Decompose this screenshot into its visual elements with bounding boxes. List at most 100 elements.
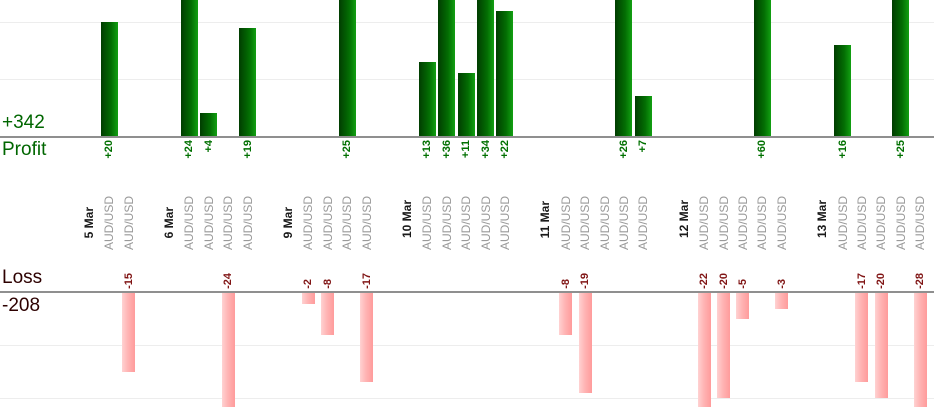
- profit-value-label: +19: [241, 140, 254, 159]
- instrument-label: AUD/USD: [439, 195, 454, 250]
- loss-value-label: -20: [717, 273, 730, 289]
- loss-axis-title: Loss: [2, 267, 43, 288]
- instrument-label: AUD/USD: [697, 195, 712, 250]
- date-label: 10 Mar: [399, 199, 414, 238]
- loss-value-label: -20: [875, 273, 888, 289]
- date-label: 11 Mar: [538, 200, 553, 238]
- loss-bar: [559, 293, 573, 335]
- profit-value-label: +4: [202, 140, 215, 153]
- profit-axis-title: Profit: [2, 139, 47, 160]
- profit-bar: [239, 27, 256, 136]
- profit-bar: [457, 73, 475, 136]
- instrument-label: AUD/USD: [240, 195, 255, 250]
- gridline-loss-20: [0, 398, 934, 399]
- instrument-label: AUD/USD: [597, 195, 612, 250]
- profit-bar: [438, 0, 456, 136]
- date-label: 13 Mar: [815, 199, 830, 238]
- date-label: 9 Mar: [280, 206, 295, 238]
- instrument-label: AUD/USD: [340, 195, 355, 250]
- profit-bar: [100, 22, 118, 136]
- instrument-label: AUD/USD: [478, 195, 493, 250]
- profit-total-label: +342: [2, 112, 45, 133]
- loss-bar: [221, 293, 235, 407]
- instrument-label: AUD/USD: [755, 195, 770, 250]
- profit-value-label: +7: [637, 140, 650, 153]
- loss-bar: [697, 293, 711, 407]
- loss-total-label: -208: [2, 295, 41, 316]
- profit-bar: [477, 0, 494, 136]
- loss-value-label: -28: [914, 273, 927, 289]
- profit-bar: [418, 61, 436, 136]
- instrument-label: AUD/USD: [121, 195, 136, 250]
- instrument-label: AUD/USD: [182, 195, 197, 250]
- instrument-label: AUD/USD: [854, 195, 869, 250]
- gridline-profit-20: [0, 22, 934, 23]
- instrument-label: AUD/USD: [835, 195, 850, 250]
- loss-value-label: -15: [122, 273, 135, 289]
- profit-value-label: +22: [498, 140, 511, 159]
- profit-value-label: +16: [836, 140, 849, 159]
- profit-bar: [753, 0, 771, 136]
- loss-value-label: -2: [302, 279, 315, 289]
- loss-bar: [855, 293, 869, 383]
- profit-value-label: +26: [617, 140, 630, 159]
- loss-bar: [360, 293, 373, 383]
- instrument-label: AUD/USD: [558, 195, 573, 250]
- instrument-label: AUD/USD: [893, 195, 908, 250]
- profit-value-label: +20: [103, 140, 116, 159]
- loss-bar: [913, 293, 927, 407]
- loss-value-label: -8: [559, 279, 572, 289]
- loss-value-label: -3: [775, 279, 788, 289]
- profit-bar: [892, 0, 910, 136]
- instrument-label: AUD/USD: [301, 195, 316, 250]
- instrument-label: AUD/USD: [497, 195, 512, 250]
- instrument-label: AUD/USD: [716, 195, 731, 250]
- loss-value-label: -17: [855, 273, 868, 289]
- profit-value-label: +36: [440, 140, 453, 159]
- loss-value-label: -5: [736, 279, 749, 289]
- loss-bar: [717, 293, 730, 398]
- instrument-label: AUD/USD: [359, 195, 374, 250]
- profit-value-label: +25: [894, 140, 907, 159]
- date-label: 6 Mar: [161, 206, 176, 238]
- loss-bar: [578, 293, 592, 393]
- profit-axis-line: [0, 136, 934, 138]
- profit-value-label: +34: [479, 140, 492, 159]
- loss-bar: [122, 293, 135, 372]
- loss-bar: [874, 293, 888, 398]
- profit-value-label: +11: [460, 140, 473, 159]
- loss-bar: [301, 293, 315, 304]
- instrument-label: AUD/USD: [578, 195, 593, 250]
- instrument-label: AUD/USD: [636, 195, 651, 250]
- instrument-label: AUD/USD: [221, 195, 236, 250]
- profit-value-label: +24: [183, 140, 196, 159]
- instrument-label: AUD/USD: [616, 195, 631, 250]
- profit-bar: [200, 113, 218, 136]
- profit-bar: [615, 0, 633, 136]
- instrument-label: AUD/USD: [420, 195, 435, 250]
- date-label: 5 Mar: [81, 206, 96, 238]
- profit-bar: [634, 96, 652, 136]
- loss-bar: [321, 293, 335, 335]
- profit-value-label: +60: [756, 140, 769, 159]
- profit-bar: [180, 0, 198, 136]
- instrument-label: AUD/USD: [459, 195, 474, 250]
- profit-bar: [496, 10, 514, 136]
- loss-value-label: -8: [321, 279, 334, 289]
- instrument-label: AUD/USD: [913, 195, 928, 250]
- profit-bar: [834, 44, 851, 136]
- loss-axis-line: [0, 291, 934, 293]
- loss-value-label: -19: [579, 273, 592, 289]
- instrument-label: AUD/USD: [102, 195, 117, 250]
- loss-value-label: -17: [360, 273, 373, 289]
- instrument-label: AUD/USD: [320, 195, 335, 250]
- loss-bar: [775, 293, 789, 309]
- profit-bar: [338, 0, 356, 136]
- instrument-label: AUD/USD: [774, 195, 789, 250]
- loss-value-label: -24: [222, 273, 235, 289]
- instrument-label: AUD/USD: [201, 195, 216, 250]
- profit-value-label: +13: [421, 140, 434, 159]
- loss-bar: [736, 293, 750, 320]
- date-label: 12 Mar: [676, 199, 691, 238]
- loss-value-label: -22: [698, 273, 711, 289]
